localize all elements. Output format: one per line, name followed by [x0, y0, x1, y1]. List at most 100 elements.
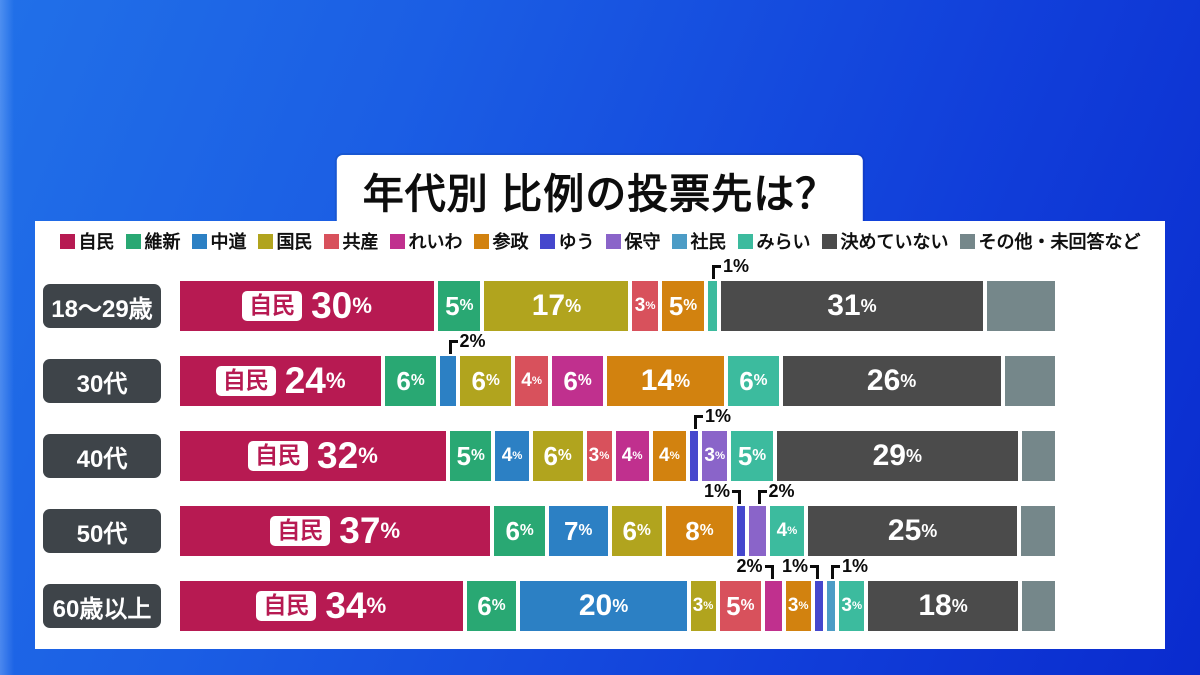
bar-segment-chudo: 4% — [495, 431, 529, 481]
bar-segment-undecided: 26% — [782, 356, 1001, 406]
legend-label: 決めていない — [840, 232, 949, 252]
stacked-bar: 自民 34% 6% 20% 3% 5% 3% 3% 18% 2% 1% 1% — [180, 557, 1056, 631]
legend-item-shamin: 社民 — [671, 228, 727, 254]
bar-segment-mirai — [708, 281, 717, 331]
legend-item-kyosan: 共産 — [323, 228, 379, 254]
bar-segment-kyosan: 4% — [514, 356, 549, 406]
bar-segment-jimin: 自民 37% — [180, 506, 491, 556]
segment-value: 6 — [471, 365, 486, 396]
segment-value: 26 — [866, 364, 901, 397]
legend-label: ゆう — [558, 232, 595, 252]
segment-unit: % — [352, 293, 372, 318]
callout-label: 1% — [782, 557, 819, 581]
legend-swatch-icon — [959, 233, 975, 249]
segment-value: 6 — [505, 515, 520, 546]
segment-value: 6 — [739, 365, 754, 396]
bar-segment-yuu — [689, 431, 699, 481]
stacked-bar: 自民 30% 5% 17% 3% 5% 31% 1% — [180, 257, 1055, 331]
callout-bracket-icon — [712, 265, 721, 279]
bar-segment-undecided: 29% — [776, 431, 1018, 481]
chart-row: 30代 自民 24% 6% 6% 4% 6% 14% 6% 26% 2% — [35, 331, 1165, 406]
legend-swatch-icon — [605, 233, 621, 249]
legend-label: 共産 — [342, 232, 379, 252]
segment-value: 5 — [456, 440, 471, 471]
segment-unit: % — [599, 450, 610, 462]
bar-segment-other — [1021, 431, 1055, 481]
segment-unit: % — [753, 372, 768, 389]
segment-unit: % — [669, 450, 680, 462]
page-title-text: 年代別 比例の投票先は？ — [362, 171, 838, 217]
segment-unit: % — [557, 447, 572, 464]
segment-unit: % — [578, 522, 593, 539]
legend-label: みらい — [756, 232, 811, 252]
chart-row: 40代 自民 32% 5% 4% 6% 3% 4% 4% 3% 5% 29% 1% — [35, 406, 1165, 481]
segment-unit: % — [851, 600, 863, 612]
age-group-label: 30代 — [43, 359, 161, 403]
page-title: 年代別 比例の投票先は？ — [336, 155, 864, 227]
bar-segment-kyosan: 3% — [586, 431, 612, 481]
bar-segment-chudo: 7% — [548, 506, 608, 556]
callout-bracket-icon — [831, 565, 840, 579]
bar-segment-jimin: 自民 24% — [180, 356, 382, 406]
segment-value: 29 — [872, 439, 906, 472]
legend-label: 社民 — [690, 232, 727, 252]
legend-swatch-icon — [737, 233, 753, 249]
stacked-bar: 自民 32% 5% 4% 6% 3% 4% 4% 3% 5% 29% 1% — [180, 407, 1055, 481]
chart-row: 60歳以上 自民 34% 6% 20% 3% 5% 3% 3% 18% 2% 1% 1% — [35, 556, 1165, 631]
segment-value: 20 — [578, 589, 613, 622]
segment-unit: % — [380, 518, 401, 543]
segment-value: 5 — [726, 590, 741, 621]
legend-item-jimin: 自民 — [59, 228, 115, 254]
segment-unit: % — [632, 450, 643, 462]
bar-segment-kokumin: 6% — [611, 506, 662, 556]
segment-unit: % — [485, 372, 500, 389]
bar-segment-chudo: 20% — [520, 581, 687, 631]
segment-unit: % — [459, 297, 474, 314]
bar-segment-kokumin: 3% — [690, 581, 716, 631]
segment-unit: % — [491, 597, 506, 614]
segment-unit: % — [565, 295, 582, 316]
callout-text: 1% — [705, 406, 732, 426]
segment-unit: % — [683, 297, 698, 314]
bar-segment-sansei: 8% — [665, 506, 733, 556]
segment-value: 37 — [339, 510, 381, 551]
callout-label: 2% — [448, 332, 486, 356]
party-badge: 自民 — [248, 441, 309, 471]
bar-segment-ishin: 6% — [385, 356, 436, 406]
legend-swatch-icon — [821, 233, 837, 249]
segment-value: 3 — [704, 445, 715, 466]
segment-value: 8 — [685, 515, 700, 546]
legend-item-sansei: 参政 — [473, 228, 529, 254]
segment-value: 4 — [621, 445, 633, 466]
segment-unit: % — [798, 600, 809, 612]
legend-swatch-icon — [59, 233, 75, 249]
bar-segment-sansei: 5% — [661, 281, 705, 331]
legend-item-kokumin: 国民 — [257, 228, 313, 254]
bar-segment-hoshu: 3% — [702, 431, 728, 481]
legend-swatch-icon — [257, 233, 273, 249]
bar-segment-chudo — [439, 356, 457, 406]
callout-bracket-icon — [764, 565, 774, 579]
callout-text: 1% — [842, 556, 869, 576]
callout-label: 2% — [757, 482, 795, 506]
bar-segment-sansei: 3% — [785, 581, 811, 631]
bar-segment-mirai: 5% — [731, 431, 773, 481]
segment-unit: % — [752, 447, 767, 464]
segment-unit: % — [740, 597, 755, 614]
bar-segment-undecided: 25% — [807, 506, 1018, 556]
bar-segment-kokumin: 17% — [484, 281, 629, 331]
bar-segment-ishin: 5% — [438, 281, 481, 331]
segment-value: 3 — [841, 595, 852, 616]
segment-value: 14 — [640, 364, 675, 397]
chart-row: 50代 自民 37% 6% 7% 6% 8% 4% 25% 1% 2% — [35, 481, 1165, 556]
legend-swatch-icon — [323, 233, 339, 249]
callout-text: 1% — [723, 256, 750, 276]
segment-value: 6 — [622, 515, 637, 546]
bar-segment-ishin: 5% — [449, 431, 492, 481]
legend-item-yuu: ゆう — [539, 228, 595, 254]
legend-swatch-icon — [191, 233, 207, 249]
segment-value: 6 — [477, 590, 492, 621]
segment-value: 4 — [501, 445, 513, 466]
legend-label: 中道 — [210, 232, 247, 252]
bar-segment-jimin: 自民 32% — [180, 431, 446, 481]
